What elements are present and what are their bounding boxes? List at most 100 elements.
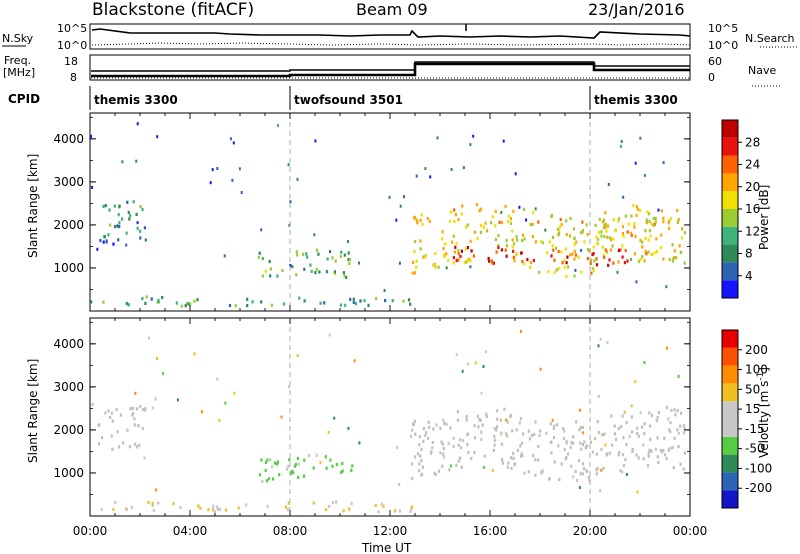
noise-pixel — [91, 185, 93, 189]
echo-pixel — [261, 274, 264, 278]
colorbar-swatch — [722, 330, 738, 348]
echo-pixel — [119, 413, 122, 417]
echo-pixel — [497, 245, 500, 250]
noise-pixel — [288, 385, 290, 389]
noise-pixel — [229, 137, 232, 141]
echo-pixel — [98, 423, 101, 427]
echo-pixel — [289, 471, 292, 475]
noise-pixel — [358, 261, 360, 265]
echo-pixel — [597, 230, 601, 235]
echo-pixel — [426, 436, 430, 441]
noise-pixel — [621, 470, 624, 474]
echo-pixel — [466, 433, 469, 437]
noise-pixel — [630, 404, 633, 408]
noise-pixel — [455, 353, 458, 357]
echo-pixel — [445, 422, 448, 426]
echo-pixel — [547, 270, 550, 274]
echo-pixel — [565, 219, 568, 223]
echo-pixel — [302, 474, 306, 478]
echo-pixel — [673, 408, 676, 412]
echo-pixel — [573, 236, 576, 240]
echo-pixel — [602, 226, 606, 230]
echo-pixel — [276, 462, 279, 466]
echo-pixel — [633, 222, 636, 226]
echo-pixel — [548, 240, 551, 244]
echo-pixel — [587, 476, 590, 480]
noise-pixel — [579, 408, 582, 412]
echo-pixel — [608, 236, 612, 240]
echo-pixel — [603, 224, 606, 228]
echo-pixel — [682, 467, 685, 471]
echo-pixel — [343, 274, 346, 278]
echo-pixel — [415, 259, 418, 263]
noise-pixel — [607, 182, 610, 186]
echo-pixel — [325, 466, 328, 470]
echo-pixel — [433, 471, 436, 475]
echo-pixel — [189, 302, 192, 306]
noise-pixel — [424, 167, 427, 171]
echo-pixel — [186, 301, 189, 306]
freq-tick-bottom: 8 — [70, 71, 77, 84]
echo-pixel — [441, 442, 444, 446]
y-tick-label: 1000 — [53, 261, 84, 275]
echo-pixel — [457, 218, 460, 222]
cpid-panel: CPID themis 3300 twofsound 3501 themis 330… — [8, 86, 678, 110]
echo-pixel — [325, 270, 329, 274]
echo-pixel — [654, 447, 657, 451]
colorbar-swatch — [722, 155, 738, 174]
echo-pixel — [591, 450, 594, 454]
echo-pixel — [667, 221, 670, 225]
noise-pixel — [551, 418, 554, 422]
echo-pixel — [341, 469, 344, 473]
echo-pixel — [553, 424, 556, 428]
echo-pixel — [597, 430, 600, 435]
echo-pixel — [479, 207, 482, 211]
echo-pixel — [111, 411, 114, 415]
echo-pixel — [516, 448, 519, 452]
echo-pixel — [461, 438, 464, 443]
echo-pixel — [558, 267, 561, 271]
echo-pixel — [642, 457, 645, 461]
echo-pixel — [608, 451, 611, 455]
echo-pixel — [102, 300, 105, 304]
echo-pixel — [505, 432, 508, 436]
echo-pixel — [476, 414, 479, 418]
echo-pixel — [441, 237, 444, 241]
echo-pixel — [643, 259, 646, 263]
echo-pixel — [151, 501, 154, 505]
echo-pixel — [654, 251, 657, 255]
echo-pixel — [574, 253, 578, 257]
echo-pixel — [624, 214, 627, 218]
echo-pixel — [582, 462, 585, 466]
echo-pixel — [649, 437, 652, 441]
echo-pixel — [613, 432, 617, 436]
power-colorbar-label: Power [dB] — [757, 185, 771, 250]
echo-pixel — [617, 248, 621, 252]
echo-pixel — [531, 222, 534, 227]
echo-pixel — [555, 268, 558, 272]
echo-pixel — [303, 299, 306, 303]
colorbar-tick-label: 28 — [745, 135, 760, 149]
echo-pixel — [470, 456, 473, 461]
echo-pixel — [541, 469, 544, 473]
echo-pixel — [521, 239, 524, 243]
colorbar-swatch — [722, 419, 738, 437]
echo-pixel — [683, 231, 687, 235]
echo-pixel — [650, 413, 654, 418]
echo-pixel — [507, 214, 510, 218]
echo-pixel — [315, 453, 318, 457]
echo-pixel — [483, 454, 486, 458]
noise-pixel — [91, 402, 94, 406]
echo-pixel — [572, 435, 575, 439]
noise-pixel — [289, 200, 292, 204]
nave-tick-top: 60 — [708, 55, 722, 68]
echo-region — [90, 295, 412, 308]
echo-pixel — [340, 250, 343, 254]
noise-pixel — [151, 406, 154, 410]
echo-pixel — [246, 304, 249, 308]
echo-pixel — [531, 234, 534, 239]
echo-pixel — [593, 259, 596, 263]
echo-pixel — [410, 462, 414, 466]
echo-pixel — [534, 420, 537, 424]
echo-pixel — [602, 253, 605, 257]
